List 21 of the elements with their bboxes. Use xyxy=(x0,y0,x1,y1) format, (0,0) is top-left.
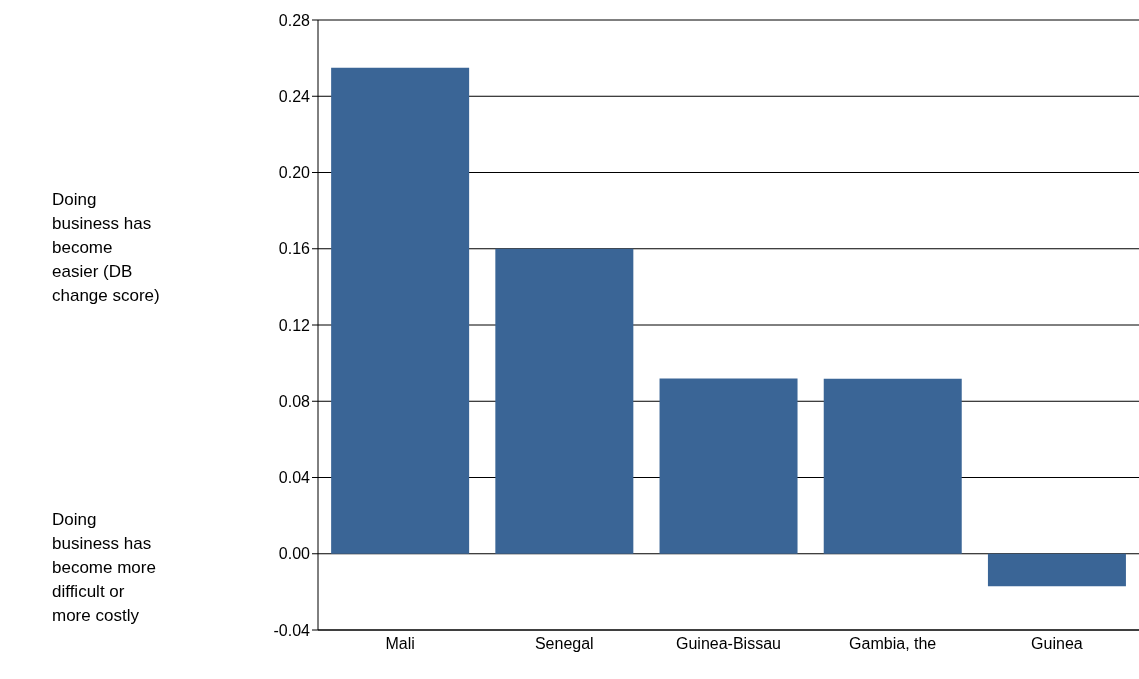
y-tick-label: 0.16 xyxy=(278,240,311,258)
x-tick-label: Guinea xyxy=(1031,635,1083,653)
y-tick-label: 0.24 xyxy=(278,87,311,105)
y-tick-label: 0.00 xyxy=(278,545,311,563)
x-tick-label: Mali xyxy=(385,635,415,653)
x-tick-label: Gambia, the xyxy=(849,635,937,653)
y-tick-label: 0.20 xyxy=(278,164,311,182)
y-tick-label: 0.04 xyxy=(278,469,311,487)
bar xyxy=(495,248,634,554)
bar xyxy=(823,378,962,554)
bar xyxy=(987,553,1126,587)
y-tick-label: 0.28 xyxy=(278,11,311,29)
bar xyxy=(331,67,470,554)
bar xyxy=(659,378,798,554)
x-tick-label: Guinea-Bissau xyxy=(676,635,781,653)
y-tick-label: 0.08 xyxy=(278,392,311,410)
x-tick-label: Senegal xyxy=(534,635,594,653)
y-tick-label: -0.04 xyxy=(273,621,311,639)
y-tick-label: 0.12 xyxy=(278,316,311,334)
text: Doing business has become easier (DB change score) xyxy=(52,189,161,307)
text: Doing business has become more difficult or more costly xyxy=(52,509,157,627)
